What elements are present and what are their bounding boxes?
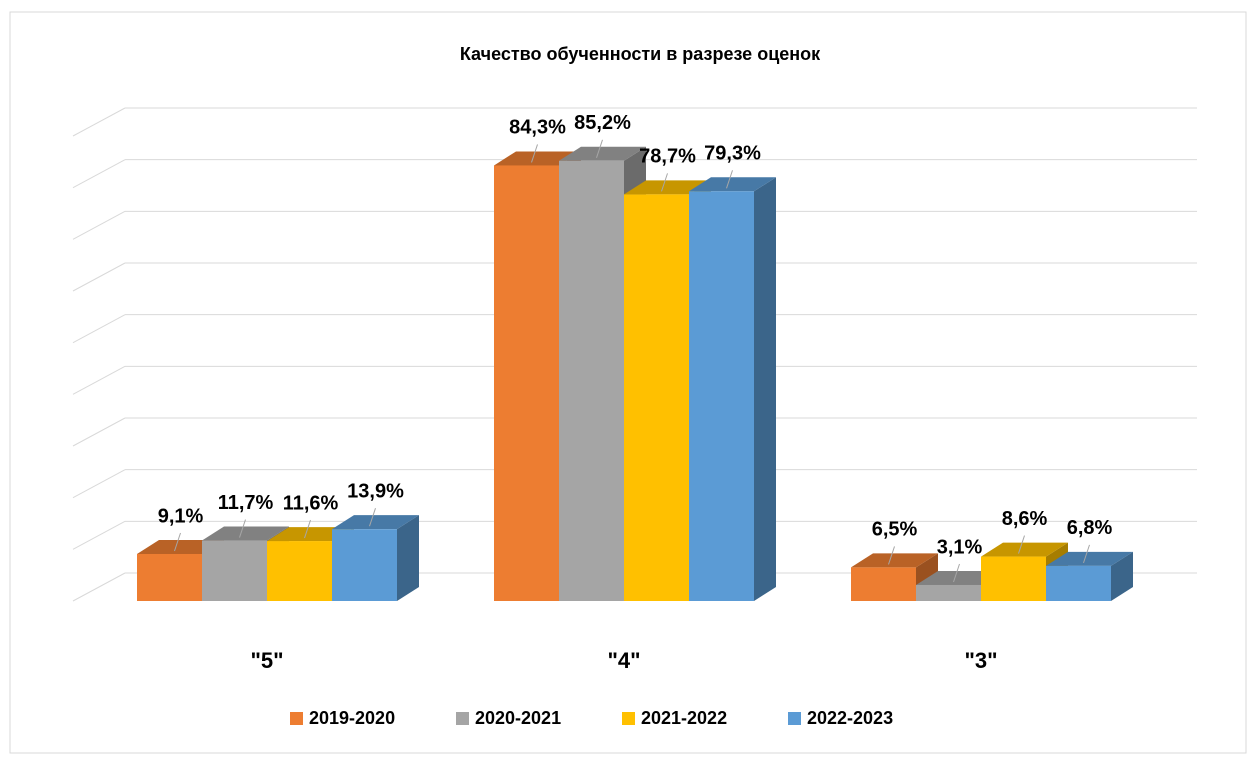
data-label: 11,6% bbox=[283, 492, 339, 514]
chart-title: Качество обученности в разрезе оценок bbox=[460, 44, 821, 64]
bar bbox=[559, 160, 624, 602]
legend-swatch bbox=[622, 712, 635, 725]
data-label: 3,1% bbox=[937, 536, 983, 558]
label-leader bbox=[661, 173, 668, 192]
label-leader bbox=[726, 170, 733, 189]
bar bbox=[851, 567, 916, 601]
label-leader bbox=[888, 546, 895, 565]
wall-grid-line bbox=[72, 314, 126, 344]
label-leader bbox=[596, 139, 603, 158]
bar-top bbox=[981, 542, 1068, 557]
x-tick-label: "3" bbox=[964, 648, 997, 673]
bar bbox=[1046, 565, 1111, 601]
bar bbox=[202, 540, 267, 601]
bar bbox=[267, 541, 332, 601]
data-label: 9,1% bbox=[158, 505, 204, 527]
data-label: 8,6% bbox=[1002, 508, 1048, 530]
label-leader bbox=[1083, 544, 1090, 564]
wall-grid-line bbox=[72, 469, 126, 499]
bar bbox=[624, 194, 689, 601]
bar bbox=[332, 529, 397, 601]
bar-side bbox=[397, 515, 419, 601]
bar-top bbox=[332, 515, 419, 530]
bar-top bbox=[559, 146, 646, 161]
bar-top bbox=[624, 180, 711, 195]
label-leader bbox=[369, 508, 376, 527]
bar bbox=[137, 553, 202, 601]
label-leader bbox=[239, 519, 246, 538]
legend-swatch bbox=[290, 712, 303, 725]
bar bbox=[494, 165, 559, 601]
bar-side bbox=[1111, 551, 1133, 601]
data-label: 6,8% bbox=[1067, 517, 1113, 539]
label-leader bbox=[953, 563, 960, 583]
label-leader bbox=[304, 519, 311, 539]
wall-grid-line bbox=[72, 520, 126, 550]
bar-top bbox=[202, 526, 289, 541]
data-label: 84,3% bbox=[509, 117, 566, 139]
label-leader bbox=[531, 144, 538, 163]
label-leader bbox=[174, 532, 181, 552]
bar bbox=[981, 556, 1046, 601]
wall-grid-line bbox=[72, 417, 126, 447]
bar-top bbox=[689, 177, 776, 192]
wall-grid-line bbox=[72, 572, 126, 602]
data-label: 11,7% bbox=[218, 492, 274, 514]
data-label: 85,2% bbox=[574, 112, 631, 134]
x-tick-label: "5" bbox=[250, 648, 283, 673]
legend-swatch bbox=[456, 712, 469, 725]
data-label: 78,7% bbox=[639, 146, 696, 168]
x-tick-label: "4" bbox=[607, 648, 640, 673]
bar-top bbox=[1046, 551, 1133, 566]
bar bbox=[689, 191, 754, 602]
wall-grid-line bbox=[72, 159, 126, 189]
bar bbox=[916, 584, 981, 601]
wall-grid-line bbox=[72, 262, 126, 292]
legend-swatch bbox=[788, 712, 801, 725]
legend-label: 2020-2021 bbox=[475, 708, 561, 728]
legend-label: 2019-2020 bbox=[309, 708, 395, 728]
label-leader bbox=[1018, 535, 1025, 554]
wall-grid-line bbox=[72, 365, 126, 395]
wall-grid-line bbox=[72, 210, 126, 240]
bar-top bbox=[851, 553, 938, 568]
data-label: 6,5% bbox=[872, 519, 918, 541]
data-label: 79,3% bbox=[704, 143, 761, 165]
data-label: 13,9% bbox=[347, 480, 404, 502]
legend-label: 2022-2023 bbox=[807, 708, 893, 728]
legend-label: 2021-2022 bbox=[641, 708, 727, 728]
wall-grid-line bbox=[72, 107, 126, 137]
bar-side bbox=[754, 177, 776, 602]
